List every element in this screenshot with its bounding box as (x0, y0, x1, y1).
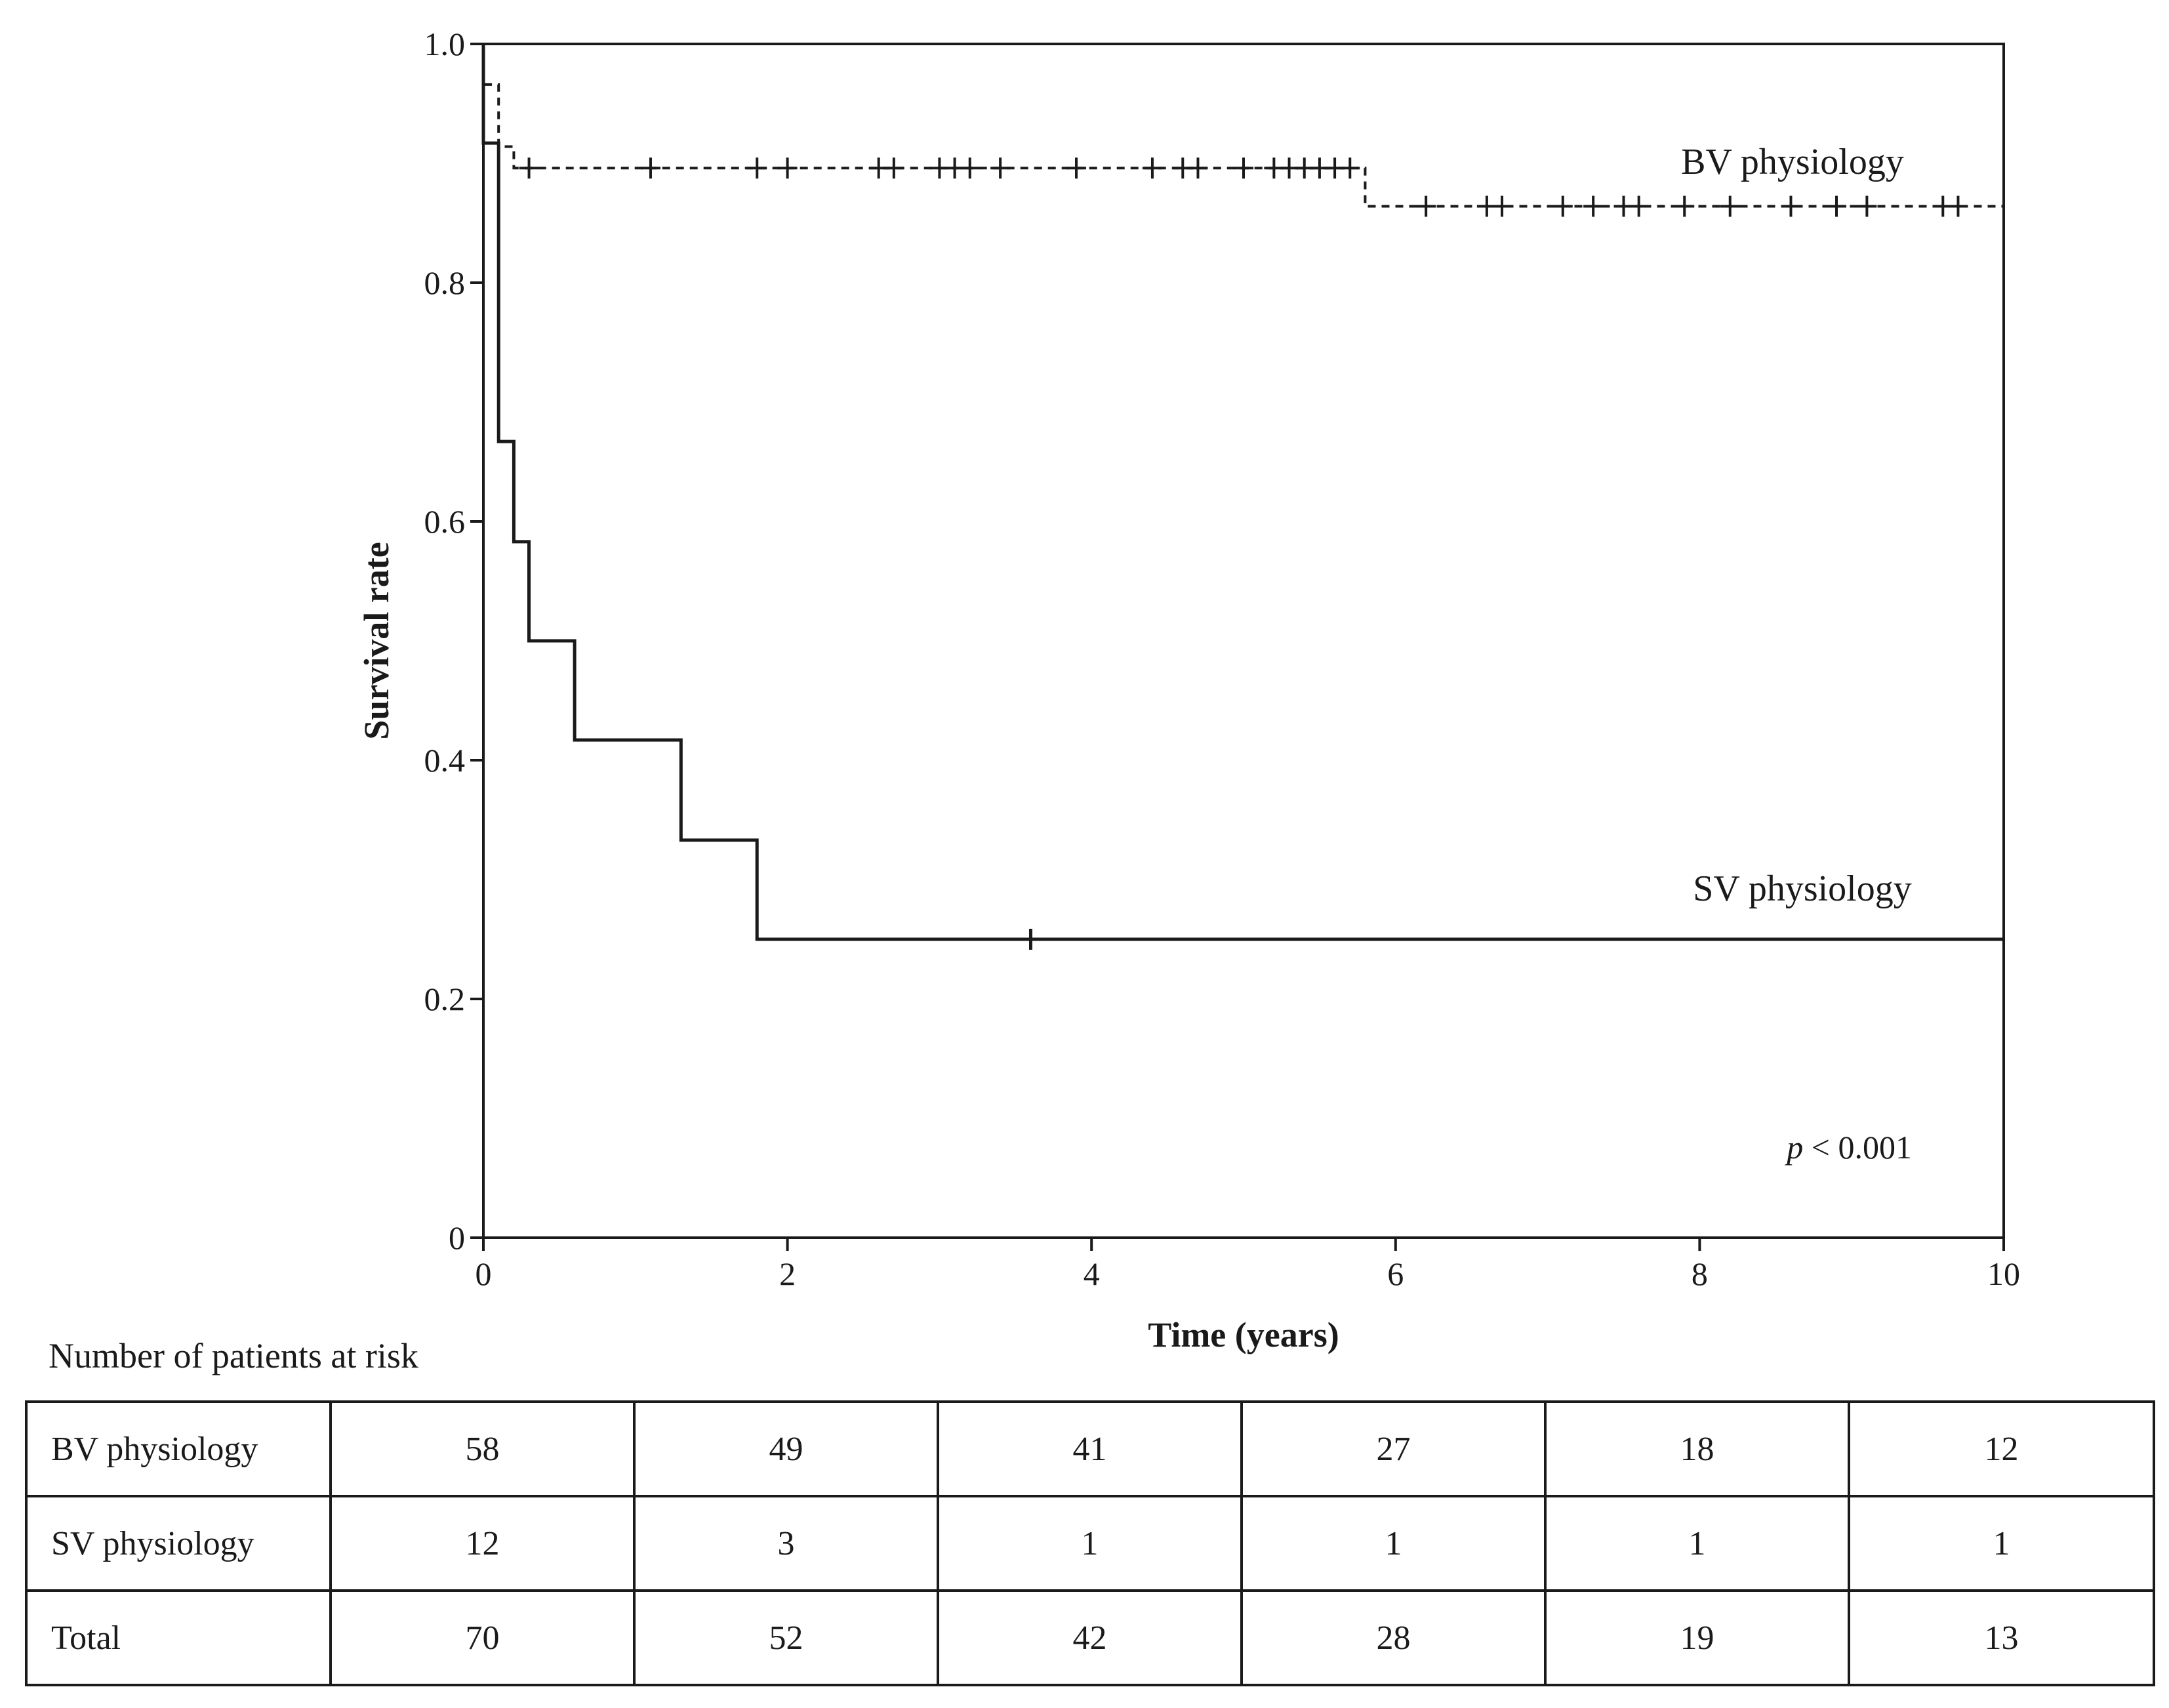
risk-cell: 13 (1848, 1589, 2155, 1686)
risk-table-heading: Number of patients at risk (49, 1336, 418, 1375)
plot-frame (482, 43, 2005, 1239)
risk-cell: 49 (633, 1400, 939, 1497)
risk-cell: 1 (1240, 1495, 1547, 1592)
series-label-bv: BV physiology (1681, 142, 1904, 182)
x-tick-label: 8 (1692, 1255, 1708, 1292)
risk-cell: 1 (1544, 1495, 1850, 1592)
risk-cell: 52 (633, 1589, 939, 1686)
km-curve-sv (481, 44, 2004, 941)
risk-cell: 70 (329, 1589, 636, 1686)
y-axis-title: Survival rate (357, 542, 396, 739)
risk-row-total: Total 70 52 42 28 19 13 (25, 1589, 2155, 1686)
x-tick-label: 0 (476, 1255, 492, 1292)
risk-cell: 19 (1544, 1589, 1850, 1686)
risk-row-sv: SV physiology 12 3 1 1 1 1 (25, 1495, 2155, 1592)
risk-cell: 41 (937, 1400, 1243, 1497)
risk-table: BV physiology 58 49 41 27 18 12 SV physi… (25, 1400, 2155, 1686)
risk-cell: 12 (329, 1495, 636, 1592)
risk-cell: 27 (1240, 1400, 1547, 1497)
risk-cell: 1 (1848, 1495, 2155, 1592)
risk-row-label: Total (25, 1589, 332, 1686)
y-tick-label: 0.6 (424, 503, 466, 540)
axis-ticks: 0 0.2 0.4 0.6 0.8 1.0 0 2 4 6 8 10 (424, 26, 2021, 1292)
x-tick-label: 6 (1387, 1255, 1404, 1292)
risk-row-label: BV physiology (25, 1400, 332, 1497)
risk-cell: 12 (1848, 1400, 2155, 1497)
risk-cell: 1 (937, 1495, 1243, 1592)
y-tick-label: 0 (449, 1219, 465, 1256)
x-tick-label: 4 (1084, 1255, 1100, 1292)
p-symbol: p (1785, 1129, 1803, 1166)
risk-cell: 58 (329, 1400, 636, 1497)
risk-row-bv: BV physiology 58 49 41 27 18 12 (25, 1400, 2155, 1497)
x-tick-label: 2 (779, 1255, 796, 1292)
y-tick-label: 0.2 (424, 981, 466, 1017)
y-tick-label: 1.0 (424, 26, 466, 62)
x-tick-label: 10 (1987, 1255, 2020, 1292)
risk-cell: 42 (937, 1589, 1243, 1686)
p-value-annotation: p < 0.001 (1785, 1129, 1912, 1166)
risk-cell: 28 (1240, 1589, 1547, 1686)
y-tick-label: 0.4 (424, 742, 466, 779)
series-layer (481, 44, 2004, 950)
risk-cell: 3 (633, 1495, 939, 1592)
risk-row-label: SV physiology (25, 1495, 332, 1592)
p-value-text: < 0.001 (1803, 1129, 1912, 1166)
series-label-sv: SV physiology (1693, 868, 1911, 909)
risk-cell: 18 (1544, 1400, 1850, 1497)
km-curve-bv (482, 44, 2004, 208)
y-tick-label: 0.8 (424, 264, 466, 301)
x-axis-title: Time (years) (1148, 1315, 1339, 1354)
